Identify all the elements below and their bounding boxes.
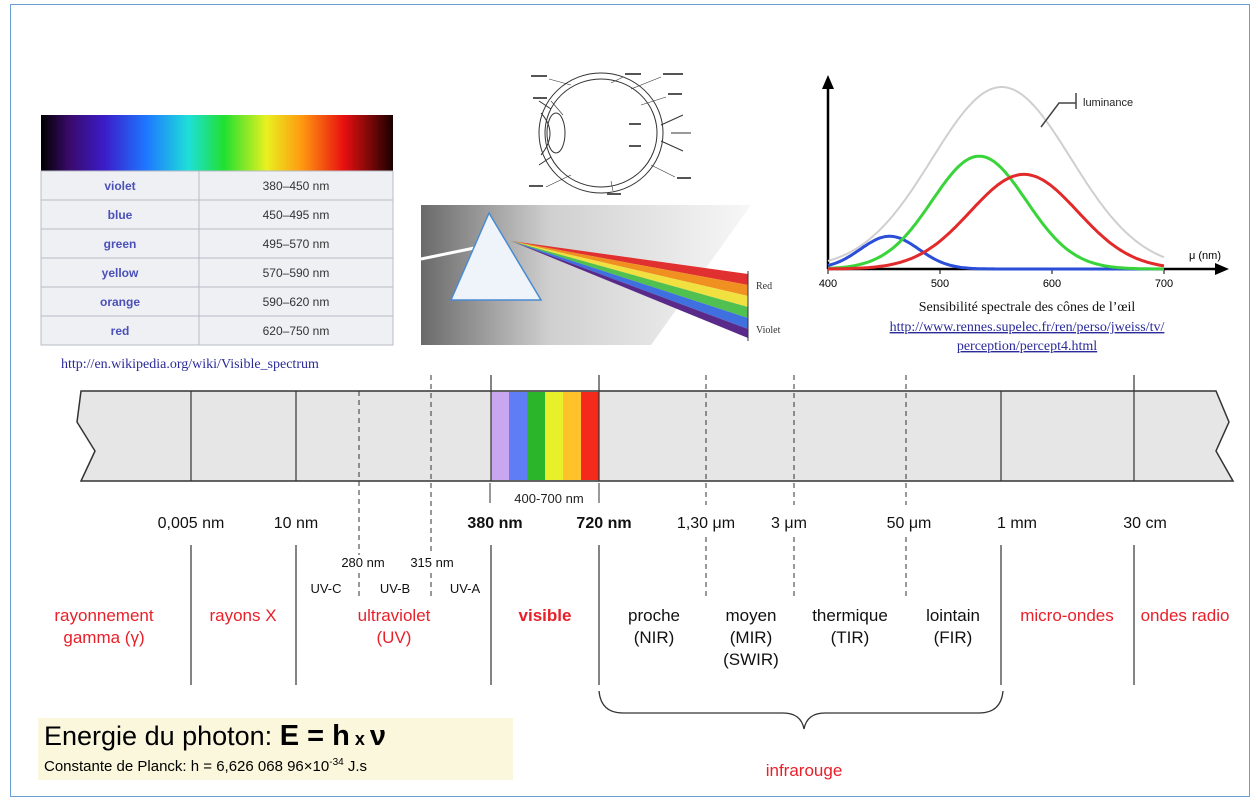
chart-x-tick-label: 600: [1043, 278, 1061, 290]
tick-label: 1,30 μm: [677, 515, 735, 532]
spectrum-diagram: violet blue green yellow orange red 380–…: [40, 72, 1235, 780]
tick-label: 0,005 nm: [158, 515, 225, 532]
tick-label: 30 cm: [1123, 515, 1167, 532]
region-labels: rayonnement gamma (γ) rayons X ultraviol…: [54, 606, 1229, 780]
prism-label-violet: Violet: [756, 325, 781, 336]
chart-x-tick-label: 700: [1155, 278, 1173, 290]
chart-x-label: μ (nm): [1189, 250, 1221, 262]
cone-chart-caption: Sensibilité spectrale des cônes de l’œil: [919, 300, 1136, 315]
color-name-cell: blue: [108, 208, 133, 222]
infrared-brace: [598, 690, 1004, 730]
luminance-label: luminance: [1083, 97, 1133, 109]
region-xray: rayons X: [209, 606, 276, 625]
visible-range-label: 400-700 nm: [514, 491, 583, 506]
region-nir-line1: proche: [628, 606, 680, 625]
region-fir-line1: lointain: [926, 606, 980, 625]
x-axis-arrow-icon: [1215, 263, 1229, 275]
region-gamma-line2: gamma (γ): [63, 628, 144, 647]
eye-diagram: [529, 72, 691, 195]
infrared-sublabels: proche (NIR) moyen (MIR) (SWIR) thermiqu…: [628, 606, 980, 669]
region-fir-line2: (FIR): [934, 628, 973, 647]
photon-energy-box: Energie du photon: E = h x ν Constante d…: [38, 718, 513, 780]
tick-label: 50 μm: [887, 515, 932, 532]
color-table: violet blue green yellow orange red 380–…: [40, 115, 394, 372]
cone-curve: [828, 172, 1165, 271]
region-tir-line1: thermique: [812, 606, 888, 625]
chart-x-tick-label: 400: [819, 278, 837, 290]
cone-curve: [827, 234, 1164, 271]
cone-link-line2[interactable]: perception/percept4.html: [957, 339, 1097, 354]
cone-sensitivity-chart: 400 500 600 700 luminance μ (nm) Sensibilit…: [819, 75, 1229, 354]
region-visible: visible: [519, 606, 572, 625]
wikipedia-link[interactable]: http://en.wikipedia.org/wiki/Visible_spe…: [61, 357, 319, 372]
uv-tick-label: 315 nm: [410, 555, 453, 570]
color-name-cell: red: [111, 324, 130, 338]
region-nir-line2: (NIR): [634, 628, 675, 647]
color-range-cell: 620–750 nm: [263, 324, 330, 338]
color-name-cell: violet: [104, 179, 135, 193]
cone-curve: [827, 154, 1164, 271]
tick-label: 1 mm: [997, 515, 1037, 532]
tick-label: 10 nm: [274, 515, 318, 532]
dashed-boundaries: [358, 375, 907, 599]
luminance-curve: [827, 86, 1165, 262]
uv-subband-label: UV-A: [450, 581, 481, 596]
spectrum-band: 400-700 nm: [76, 390, 1235, 506]
color-name-cell: yellow: [102, 266, 139, 280]
diagram-frame: violet blue green yellow orange red 380–…: [10, 4, 1250, 797]
region-uv-line2: (UV): [377, 628, 412, 647]
color-range-cell: 495–570 nm: [263, 237, 330, 251]
prism-label-red: Red: [756, 281, 772, 292]
tick-label: 720 nm: [576, 515, 631, 532]
photon-energy-formula: Energie du photon: E = h x ν: [44, 720, 386, 752]
color-name-cell: orange: [100, 295, 140, 309]
luminance-leader-line: [1040, 102, 1076, 128]
region-uv-line1: ultraviolet: [358, 606, 431, 625]
uv-ticks: 280 nm 315 nm UV-C UV-B UV-A: [310, 555, 480, 596]
uv-subband-label: UV-B: [380, 581, 410, 596]
spectrum-gradient-bar: [41, 115, 393, 171]
tick-label: 3 μm: [771, 515, 807, 532]
region-gamma-line1: rayonnement: [54, 606, 154, 625]
wavelength-ticks: 0,005 nm 10 nm 380 nm 720 nm 1,30 μm 3 μ…: [158, 515, 1167, 532]
color-range-cell: 450–495 nm: [263, 208, 330, 222]
tick-label: 380 nm: [467, 515, 522, 532]
uv-subband-label: UV-C: [310, 581, 341, 596]
infrared-label: infrarouge: [766, 761, 843, 780]
y-axis-arrow-icon: [822, 75, 834, 89]
color-name-cell: green: [104, 237, 137, 251]
region-microwave: micro-ondes: [1020, 606, 1114, 625]
color-range-cell: 380–450 nm: [263, 179, 330, 193]
prism-illustration: Red Violet: [420, 205, 791, 345]
planck-constant: Constante de Planck: h = 6,626 068 96×10…: [44, 757, 368, 775]
uv-tick-label: 280 nm: [341, 555, 384, 570]
cone-link-line1[interactable]: http://www.rennes.supelec.fr/ren/perso/j…: [890, 320, 1165, 335]
region-boundaries: [190, 375, 1135, 685]
region-mir-line1: moyen: [725, 606, 776, 625]
region-tir-line2: (TIR): [831, 628, 870, 647]
region-mir-line2: (MIR): [730, 628, 772, 647]
color-range-cell: 570–590 nm: [263, 266, 330, 280]
chart-x-tick-label: 500: [931, 278, 949, 290]
region-radio: ondes radio: [1141, 606, 1230, 625]
region-mir-line3: (SWIR): [723, 650, 779, 669]
color-range-cell: 590–620 nm: [263, 295, 330, 309]
